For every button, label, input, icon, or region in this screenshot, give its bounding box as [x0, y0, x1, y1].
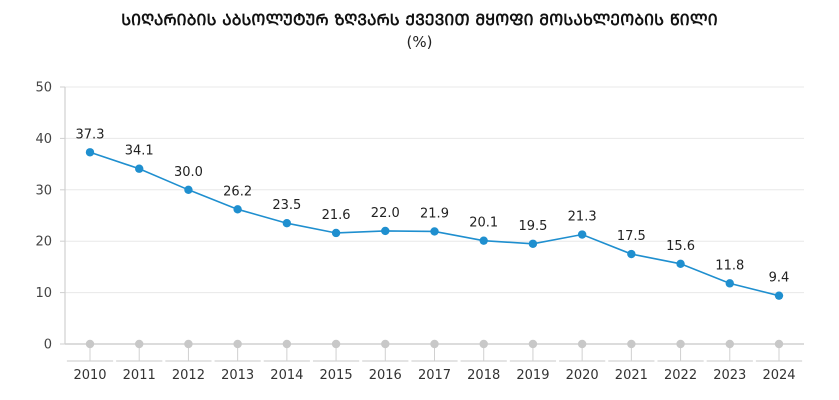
baseline-point: [331, 339, 341, 349]
x-tick-label: 2013: [221, 368, 254, 383]
baseline-point: [627, 339, 636, 349]
y-tick-label: 0: [44, 338, 52, 353]
data-labels: 37.3 34.1 30.0 26.2 23.5 21.6 22.0 21.9 20.1 19.5…: [76, 127, 790, 285]
x-tick-label: 2022: [664, 368, 697, 383]
baseline-point: [528, 339, 538, 349]
data-label: 30.0: [174, 165, 203, 180]
data-point[interactable]: [577, 230, 587, 239]
y-axis: 0 10 20 30 40 50: [35, 81, 66, 353]
data-label: 20.1: [469, 216, 498, 231]
data-point[interactable]: [430, 227, 439, 236]
baseline-point: [233, 339, 242, 349]
data-label: 19.5: [518, 219, 547, 234]
gridlines: [65, 86, 804, 294]
x-tick-label: 2010: [73, 368, 106, 383]
x-tick-label: 2023: [713, 368, 746, 383]
data-label: 22.0: [371, 206, 400, 221]
data-point[interactable]: [528, 239, 538, 248]
y-tick-label: 50: [35, 81, 52, 96]
x-tick-label: 2015: [320, 368, 353, 383]
data-label: 26.2: [223, 184, 252, 199]
baseline-point: [725, 339, 734, 349]
data-point[interactable]: [135, 164, 144, 173]
x-tick-label: 2016: [369, 368, 402, 383]
baseline-point: [479, 339, 488, 349]
x-tick-label: 2021: [615, 368, 648, 383]
chart-title: ᲡᲘᲦᲐᲠᲘᲑᲘᲡ ᲐᲑᲡᲝᲚᲣᲢᲣᲠ ᲖᲦᲕᲐᲠᲡ ᲥᲕᲔᲕᲘᲗ ᲛᲧᲝᲤᲘ …: [121, 11, 718, 29]
baseline-point: [676, 339, 685, 349]
series-layer: [65, 148, 804, 349]
data-label: 37.3: [76, 127, 105, 142]
x-tick-label: 2014: [270, 368, 303, 383]
data-point[interactable]: [774, 291, 784, 300]
x-tick-label: 2011: [123, 368, 156, 383]
baseline-point: [381, 339, 390, 349]
data-point[interactable]: [282, 219, 292, 228]
x-tick-label: 2012: [172, 368, 205, 383]
y-tick-label: 30: [35, 183, 52, 198]
data-label: 21.3: [568, 210, 597, 225]
x-tick-label: 2019: [516, 368, 549, 383]
x-axis: 2010 2011 2012 2013 2014 2015 2016 2017 2018 2019…: [66, 344, 803, 383]
baseline-point: [85, 339, 95, 349]
data-point[interactable]: [479, 236, 488, 245]
data-point[interactable]: [85, 148, 95, 157]
data-point[interactable]: [184, 185, 193, 194]
x-tick-label: 2024: [762, 368, 795, 383]
baseline-point: [430, 339, 439, 349]
data-label: 21.6: [322, 208, 351, 223]
baseline-point: [184, 339, 193, 349]
data-label: 23.5: [272, 198, 301, 213]
data-label: 15.6: [666, 239, 695, 254]
data-label: 21.9: [420, 206, 449, 221]
y-tick-label: 10: [35, 286, 52, 301]
y-tick-label: 40: [35, 132, 52, 147]
data-label: 11.8: [715, 258, 744, 273]
data-point[interactable]: [331, 228, 341, 238]
data-point[interactable]: [381, 226, 390, 236]
data-label: 17.5: [617, 229, 646, 244]
x-tick-label: 2020: [566, 368, 599, 383]
y-tick-label: 20: [35, 235, 52, 250]
baseline-point: [282, 339, 292, 349]
baseline-point: [135, 339, 144, 349]
data-label: 34.1: [125, 144, 154, 159]
baseline-point: [774, 339, 784, 349]
data-point[interactable]: [233, 205, 242, 214]
baseline-point: [577, 339, 587, 349]
x-tick-label: 2017: [418, 368, 451, 383]
data-label: 9.4: [769, 271, 790, 286]
data-point[interactable]: [676, 259, 685, 269]
data-point[interactable]: [627, 249, 636, 259]
chart-subtitle: (%): [406, 33, 433, 51]
data-point[interactable]: [725, 279, 734, 288]
x-tick-label: 2018: [467, 368, 500, 383]
